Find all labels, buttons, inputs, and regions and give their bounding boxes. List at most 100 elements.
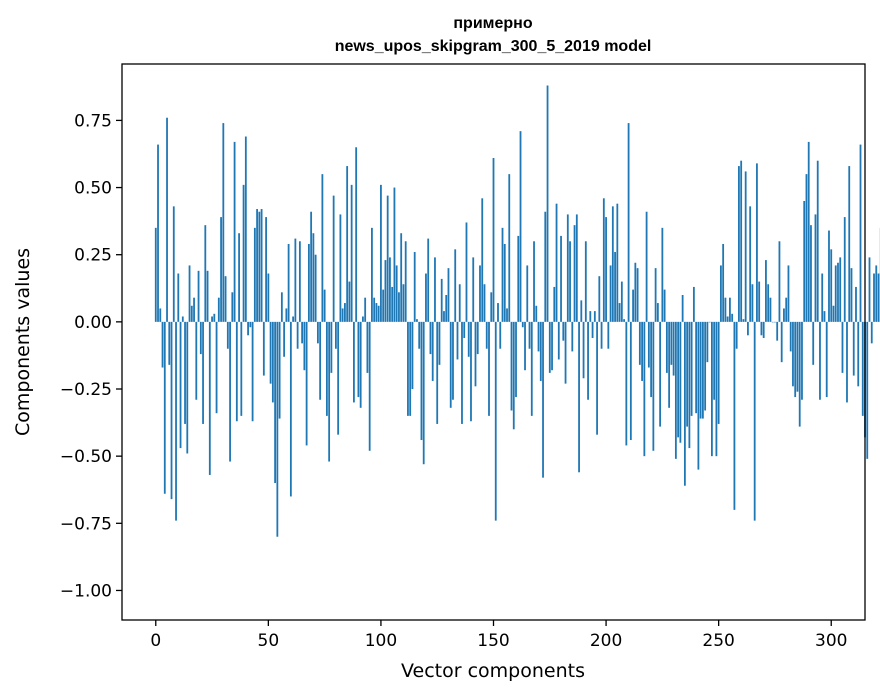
bar-276 xyxy=(776,321,779,341)
bar-305 xyxy=(841,321,844,373)
bar-288 xyxy=(803,200,806,322)
bar-56 xyxy=(280,292,283,322)
bar-245 xyxy=(706,321,709,363)
bar-7 xyxy=(170,321,173,500)
bar-300 xyxy=(830,249,833,322)
bar-57 xyxy=(283,321,286,357)
bar-26 xyxy=(213,313,216,322)
bar-126 xyxy=(438,321,441,365)
bar-168 xyxy=(533,241,535,322)
bar-153 xyxy=(499,321,502,349)
bar-224 xyxy=(659,321,662,427)
bar-134 xyxy=(456,321,459,360)
bar-70 xyxy=(312,233,315,322)
bar-142 xyxy=(474,321,477,387)
bar-228 xyxy=(668,321,671,408)
bar-298 xyxy=(825,321,828,398)
bar-144 xyxy=(479,265,481,322)
bar-39 xyxy=(242,184,245,322)
bar-176 xyxy=(551,321,553,371)
y-tick-label: 0.00 xyxy=(74,313,112,333)
bar-109 xyxy=(400,233,403,322)
bar-178 xyxy=(555,203,558,322)
bar-166 xyxy=(528,321,531,349)
bar-61 xyxy=(292,316,295,322)
bar-23 xyxy=(206,270,209,322)
bar-115 xyxy=(413,252,416,322)
bar-11 xyxy=(179,321,182,449)
bar-3 xyxy=(161,321,164,368)
bar-248 xyxy=(713,321,716,400)
bar-280 xyxy=(785,297,788,322)
bar-274 xyxy=(771,321,774,323)
bar-68 xyxy=(307,243,310,322)
bar-65 xyxy=(301,321,304,344)
bar-50 xyxy=(267,273,270,322)
bar-311 xyxy=(855,286,857,322)
bar-222 xyxy=(654,268,657,322)
bar-271 xyxy=(765,260,767,322)
bar-242 xyxy=(699,321,702,419)
bar-273 xyxy=(769,297,772,322)
bar-268 xyxy=(758,281,761,322)
bar-148 xyxy=(488,321,490,416)
bar-270 xyxy=(762,321,765,338)
x-tick-label: 250 xyxy=(702,631,734,651)
bar-71 xyxy=(314,254,317,322)
bar-80 xyxy=(334,321,337,349)
bar-172 xyxy=(542,321,544,478)
bar-47 xyxy=(260,209,263,322)
bar-207 xyxy=(620,281,623,322)
bar-206 xyxy=(618,303,621,322)
bar-302 xyxy=(834,265,837,322)
bar-177 xyxy=(553,286,556,322)
bar-127 xyxy=(440,278,443,322)
bar-179 xyxy=(557,321,560,360)
bar-208 xyxy=(623,319,625,322)
bar-261 xyxy=(742,319,745,322)
bar-140 xyxy=(470,321,472,422)
y-axis-ticks: −1.00 −0.75 −0.50 −0.25 0.00 0.25 0.50 0.75 xyxy=(60,111,122,601)
bar-41 xyxy=(247,321,249,336)
bar-130 xyxy=(447,268,450,322)
chart-title-line1: примерно xyxy=(453,15,532,32)
bar-241 xyxy=(697,321,700,470)
bar-183 xyxy=(566,214,569,322)
bar-31 xyxy=(224,276,227,322)
bar-58 xyxy=(285,308,288,322)
bar-90 xyxy=(357,321,360,398)
bar-225 xyxy=(661,227,664,322)
y-tick-label: −0.75 xyxy=(60,514,112,534)
bar-266 xyxy=(753,321,756,521)
bar-197 xyxy=(598,276,601,322)
bar-188 xyxy=(578,321,580,473)
bar-29 xyxy=(220,217,222,322)
bar-186 xyxy=(573,225,576,322)
bar-187 xyxy=(575,214,578,322)
bar-43 xyxy=(251,321,254,422)
bar-116 xyxy=(416,319,418,322)
bar-95 xyxy=(368,321,371,451)
bar-227 xyxy=(665,321,668,373)
bar-212 xyxy=(632,289,634,322)
bar-269 xyxy=(760,321,763,336)
bar-147 xyxy=(485,321,488,349)
bar-262 xyxy=(744,171,747,322)
bar-138 xyxy=(465,222,468,322)
bar-77 xyxy=(328,321,331,462)
bar-256 xyxy=(731,313,734,322)
bar-154 xyxy=(501,227,504,322)
bar-267 xyxy=(756,163,758,322)
bar-34 xyxy=(231,292,234,322)
bar-265 xyxy=(751,284,754,322)
bar-24 xyxy=(208,321,211,475)
bar-88 xyxy=(353,321,355,403)
bar-22 xyxy=(204,225,207,322)
y-tick-label: −0.50 xyxy=(60,447,112,467)
bar-164 xyxy=(524,321,526,371)
bar-279 xyxy=(783,308,785,322)
bar-91 xyxy=(359,321,362,408)
bar-123 xyxy=(431,321,434,381)
bar-81 xyxy=(337,321,340,435)
bar-201 xyxy=(607,321,610,349)
